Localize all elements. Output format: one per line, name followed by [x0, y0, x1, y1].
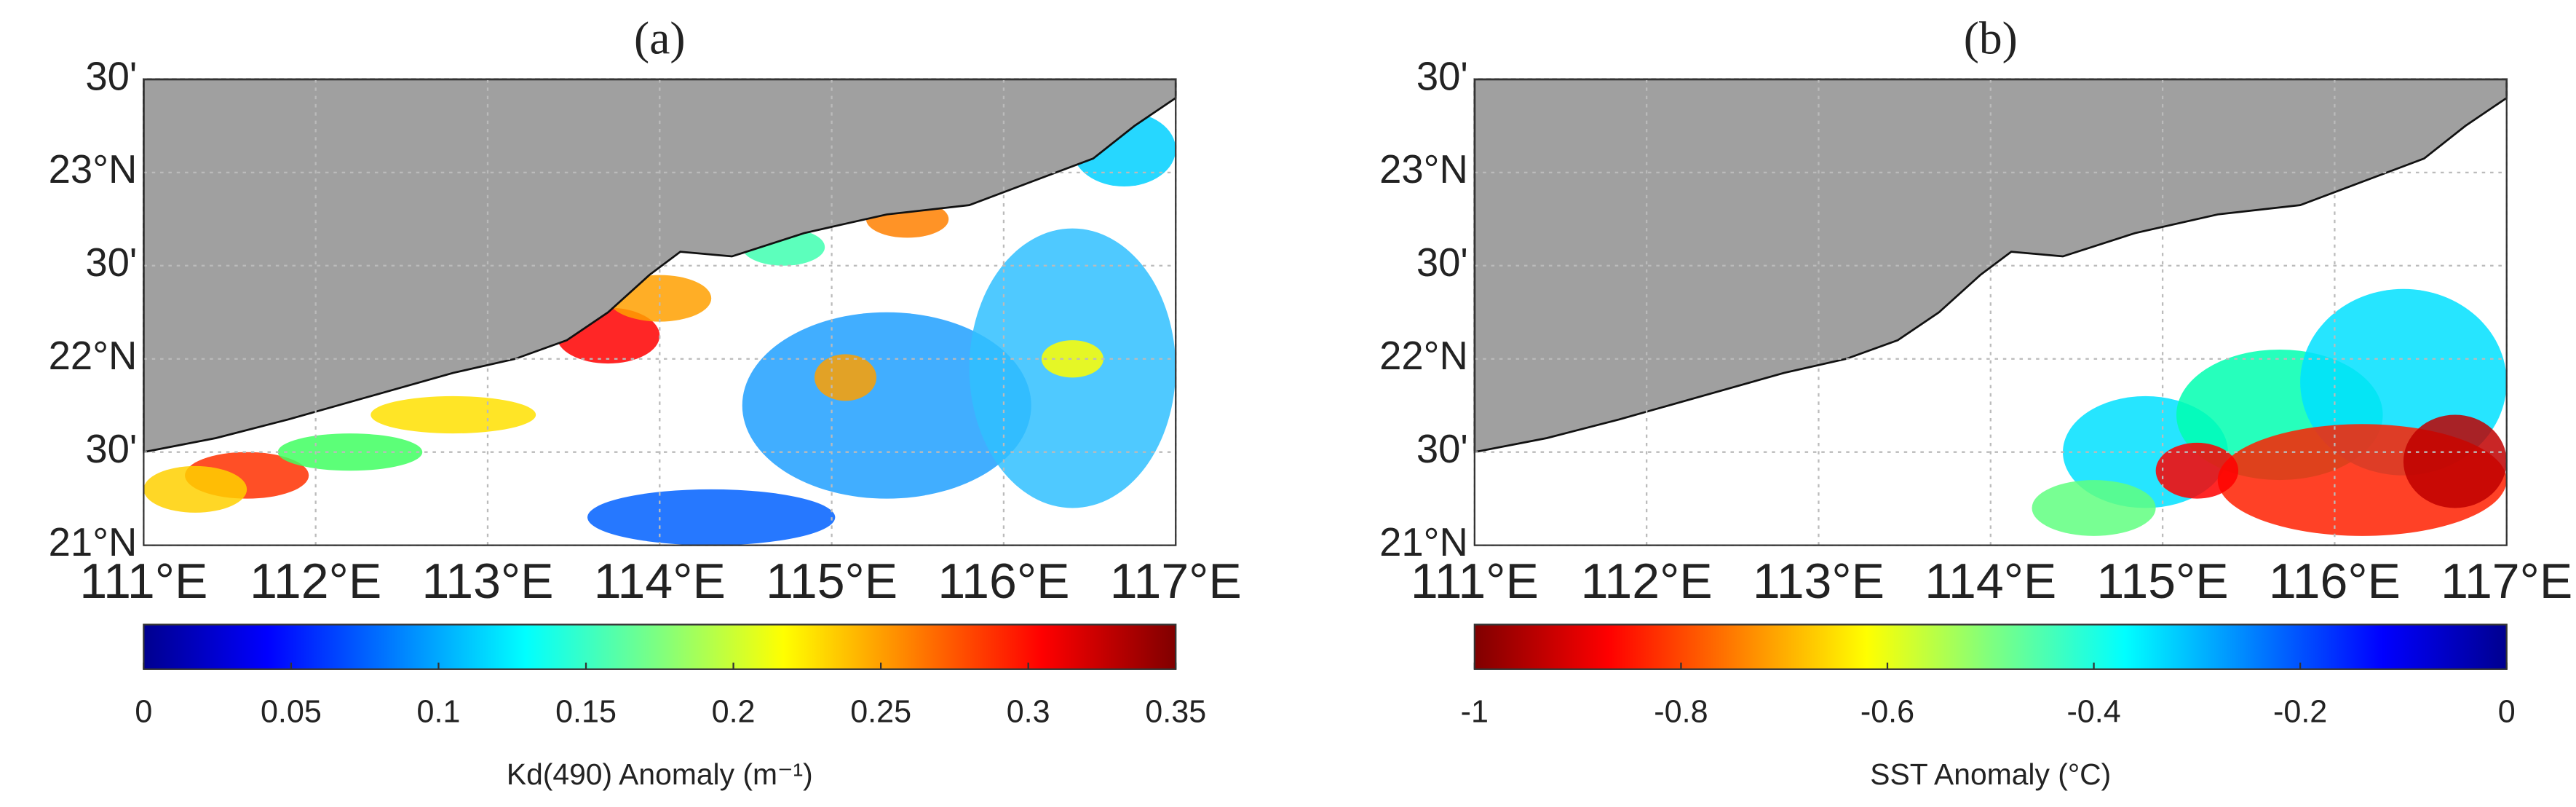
colorbar-tick-label: 0.2 [712, 694, 756, 729]
colorbar-tick-label: 0.25 [850, 694, 911, 729]
y-tick-label: 30' [85, 427, 137, 471]
x-tick-label: 113°E [421, 554, 553, 609]
colorbar-tick-label: 0.35 [1145, 694, 1206, 729]
anomaly-patch [1041, 340, 1103, 378]
colorbar-tick-label: -0.4 [2066, 694, 2120, 729]
y-tick-label: 30' [85, 240, 137, 285]
y-tick-label: 30' [1416, 427, 1468, 471]
y-tick-label: 30' [1416, 240, 1468, 285]
colorbar-tick-label: -0.6 [1860, 694, 1914, 729]
colorbar-tick-label: 0.1 [417, 694, 461, 729]
x-tick-label: 113°E [1753, 554, 1885, 609]
colorbar-tick-label: -1 [1461, 694, 1489, 729]
x-tick-label: 111°E [79, 554, 207, 609]
x-tick-label: 111°E [1411, 554, 1539, 609]
map-frame [1473, 78, 2508, 546]
panel-title: (b) [1964, 12, 2018, 64]
x-tick-label: 114°E [594, 554, 726, 609]
anomaly-patch [814, 354, 877, 401]
y-tick-label: 22°N [49, 334, 138, 378]
panel-title: (a) [634, 12, 686, 64]
colorbar-tick-label: 0 [2498, 694, 2516, 729]
anomaly-patch [2155, 442, 2239, 499]
y-tick-label: 23°N [49, 147, 138, 192]
x-tick-label: 116°E [938, 554, 1069, 609]
y-tick-label: 23°N [1379, 147, 1468, 192]
x-tick-label: 112°E [250, 554, 381, 609]
anomaly-patch [370, 395, 536, 434]
map-frame [143, 78, 1177, 546]
colorbar-tick-label: -0.2 [2273, 694, 2327, 729]
colorbar [143, 623, 1177, 670]
x-tick-label: 117°E [2441, 554, 2572, 609]
y-tick-label: 22°N [1379, 334, 1468, 378]
colorbar-tick-label: 0.05 [261, 694, 322, 729]
x-tick-label: 112°E [1581, 554, 1713, 609]
colorbar-tick-label: -0.8 [1654, 694, 1708, 729]
anomaly-patch [587, 489, 836, 546]
colorbar-label: Kd(490) Anomaly (m⁻¹) [507, 757, 813, 791]
anomaly-patch [2403, 414, 2507, 508]
x-tick-label: 114°E [1925, 554, 2056, 609]
x-tick-label: 117°E [1110, 554, 1242, 609]
colorbar-tick-label: 0 [135, 694, 152, 729]
y-tick-label: 30' [85, 54, 137, 98]
x-tick-label: 115°E [2097, 554, 2229, 609]
colorbar [1473, 623, 2508, 670]
colorbar-tick-label: 0.15 [555, 694, 617, 729]
colorbar-tick-label: 0.3 [1007, 694, 1050, 729]
y-tick-label: 21°N [1379, 520, 1468, 564]
colorbar-label: SST Anomaly (°C) [1870, 757, 2111, 791]
x-tick-label: 115°E [766, 554, 897, 609]
anomaly-patch [143, 465, 247, 513]
x-tick-label: 116°E [2269, 554, 2401, 609]
anomaly-patch [2032, 480, 2156, 536]
y-tick-label: 30' [1416, 54, 1468, 98]
y-tick-label: 21°N [49, 520, 138, 564]
